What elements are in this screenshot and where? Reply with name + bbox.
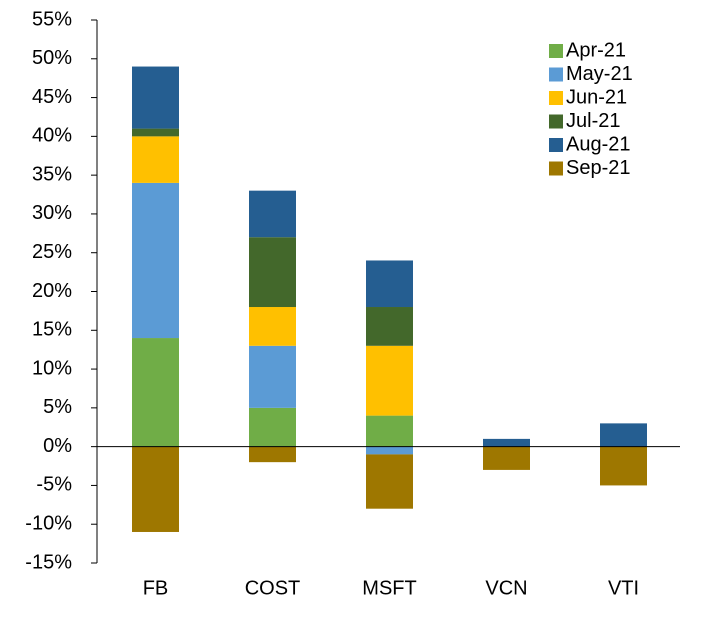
- x-tick-label: VTI: [608, 577, 639, 599]
- y-tick-label: 0%: [43, 435, 72, 457]
- legend-label: Sep-21: [566, 157, 631, 179]
- legend-label: Jul-21: [566, 110, 620, 132]
- bar-segment: [249, 345, 296, 408]
- x-tick-label: VCN: [485, 577, 527, 599]
- y-tick-label: 45%: [32, 86, 72, 108]
- bar-segment: [366, 345, 413, 416]
- legend-swatch: [549, 67, 563, 82]
- x-tick-label: COST: [245, 577, 301, 599]
- legend-label: Aug-21: [566, 133, 631, 155]
- y-tick-label: -10%: [25, 512, 72, 534]
- bar-segment: [366, 415, 413, 447]
- legend-label: Jun-21: [566, 86, 627, 108]
- bar-segment: [249, 446, 296, 463]
- legend-label: May-21: [566, 63, 633, 85]
- y-tick-label: 5%: [43, 396, 72, 418]
- y-tick-label: -15%: [25, 551, 72, 573]
- bar-segment: [249, 237, 296, 308]
- bar-segment: [366, 446, 413, 455]
- bar-segment: [366, 307, 413, 346]
- bar-segment: [132, 446, 179, 532]
- x-tick-label: MSFT: [362, 577, 416, 599]
- bar-segment: [249, 307, 296, 346]
- legend-swatch: [549, 114, 563, 129]
- y-tick-label: 50%: [32, 47, 72, 69]
- legend-label: Apr-21: [566, 39, 626, 61]
- bar-segment: [249, 407, 296, 447]
- bar-segment: [132, 182, 179, 339]
- y-tick-label: 10%: [32, 357, 72, 379]
- bar-segment: [132, 338, 179, 447]
- y-tick-label: 15%: [32, 319, 72, 341]
- bar-segment: [366, 260, 413, 308]
- x-tick-label: FB: [143, 577, 169, 599]
- bar-segment: [483, 438, 530, 447]
- bar-segment: [249, 190, 296, 238]
- legend-swatch: [549, 161, 563, 176]
- bar-segment: [132, 66, 179, 129]
- y-tick-label: 55%: [32, 8, 72, 30]
- y-tick-label: 30%: [32, 202, 72, 224]
- y-tick-label: 40%: [32, 125, 72, 147]
- bar-segment: [366, 454, 413, 509]
- bar-segment: [132, 128, 179, 137]
- bar-segment: [600, 446, 647, 486]
- legend-swatch: [549, 138, 563, 152]
- y-tick-label: 25%: [32, 241, 72, 263]
- y-tick-label: -5%: [36, 474, 72, 496]
- bar-segment: [483, 446, 530, 470]
- bar-segment: [132, 136, 179, 183]
- bar-segment: [600, 423, 647, 447]
- legend-swatch: [549, 91, 563, 105]
- legend-swatch: [549, 44, 563, 58]
- y-tick-label: 35%: [32, 163, 72, 185]
- y-tick-label: 20%: [32, 280, 72, 302]
